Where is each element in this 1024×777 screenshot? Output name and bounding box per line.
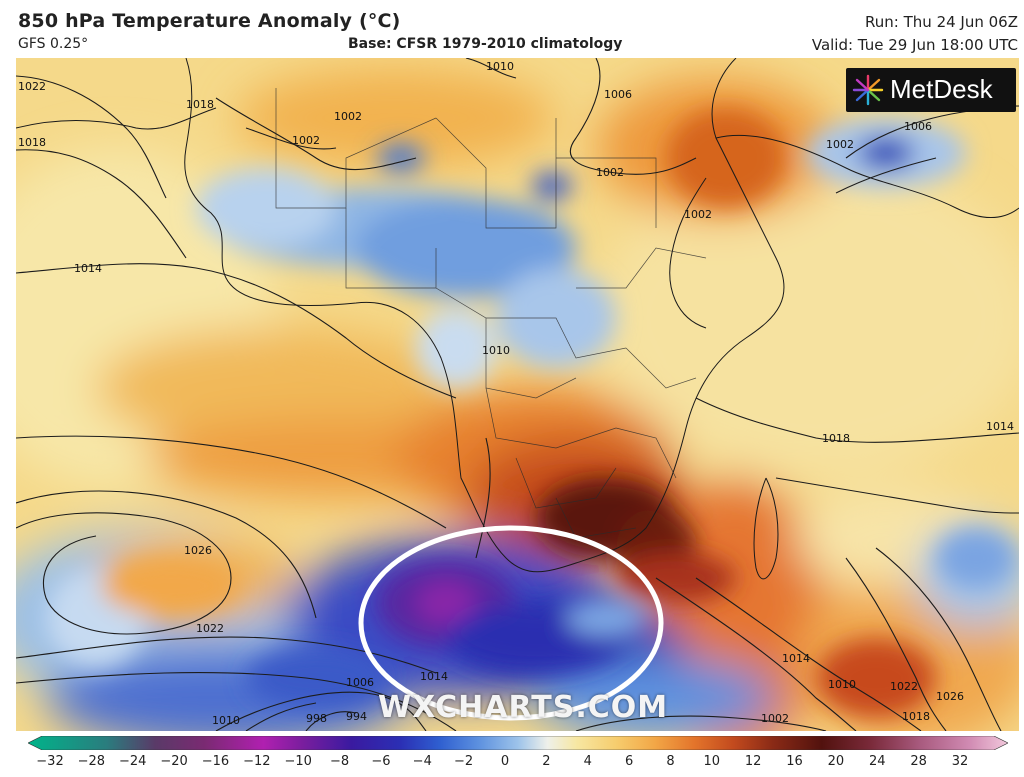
colorbar-tick-label: 6 <box>624 754 634 769</box>
map-canvas: 1022 1018 1010 1006 1002 1002 1018 1002 … <box>16 58 1019 731</box>
isobar-line <box>16 490 317 619</box>
isobar-label: 1002 <box>826 138 854 151</box>
isobar-label: 1026 <box>184 544 212 557</box>
colorbar-tick-label: 0 <box>500 754 510 769</box>
isobar-line <box>575 715 827 731</box>
colorbar-tick-label: 12 <box>744 754 762 769</box>
isobar-line <box>655 577 857 731</box>
model-label: GFS 0.25° <box>18 36 89 52</box>
metdesk-logo: MetDesk <box>846 68 1016 112</box>
isobar-label: 1002 <box>684 208 712 221</box>
isobar-label: 1006 <box>904 120 932 133</box>
colorbar-tick-label: 20 <box>827 754 845 769</box>
isobar-line <box>16 636 437 674</box>
colorbar-tick-label: −6 <box>371 754 391 769</box>
colorbar <box>28 736 1008 750</box>
isobar-line <box>16 75 167 199</box>
wxcharts-watermark: WXCHARTS.COM <box>378 690 669 725</box>
isobar-label: 1006 <box>346 676 374 689</box>
isobar-label: 1022 <box>18 80 46 93</box>
colorbar-tick-label: 28 <box>910 754 927 769</box>
isobar-label: 1006 <box>604 88 632 101</box>
climatology-base-label: Base: CFSR 1979-2010 climatology <box>348 36 623 52</box>
metdesk-starburst-icon <box>852 74 884 106</box>
colorbar-tick-label: −16 <box>201 754 230 769</box>
highlight-ellipse <box>358 525 664 721</box>
isobar-label: 1014 <box>986 420 1014 433</box>
isobar-line <box>475 437 491 559</box>
isobar-label: 1022 <box>890 680 918 693</box>
isobar-label: 1018 <box>822 432 850 445</box>
colorbar-tick-label: 10 <box>703 754 721 769</box>
coastlines <box>16 58 1019 580</box>
isobar-label: 1026 <box>936 690 964 703</box>
isobar-label: 1010 <box>482 344 510 357</box>
isobar-line <box>16 263 457 399</box>
chart-title: 850 hPa Temperature Anomaly (°C) <box>18 10 401 32</box>
colorbar-tick-label: −12 <box>243 754 271 769</box>
isobar-line <box>215 97 417 171</box>
isobar-line <box>845 557 947 731</box>
isobar-label: 1018 <box>18 136 46 149</box>
colorbar-tick-label: 32 <box>951 754 969 769</box>
isobar-label: 1002 <box>761 712 789 725</box>
isobars <box>16 58 1019 731</box>
isobar-line <box>245 702 317 731</box>
isobar-label: 1002 <box>334 110 362 123</box>
isobar-label: 1002 <box>292 134 320 147</box>
isobar-line <box>835 157 937 194</box>
colorbar-tick-label: 8 <box>666 754 675 769</box>
isobar-line <box>695 577 922 731</box>
isobar-line <box>16 512 232 635</box>
isobar-label: 1010 <box>212 714 240 727</box>
metdesk-logo-text: MetDesk <box>890 74 993 104</box>
isobar-label: 994 <box>346 710 367 723</box>
isobar-line <box>695 397 1019 443</box>
isobar-label: 998 <box>306 712 327 725</box>
colorbar-tick-label: 2 <box>542 754 551 769</box>
isobar-label: 1018 <box>902 710 930 723</box>
isobar-line <box>16 149 187 259</box>
isobar-line <box>569 58 697 175</box>
colorbar-tick-label: −32 <box>36 754 64 769</box>
anomaly-map: 1022 1018 1010 1006 1002 1002 1018 1002 … <box>16 58 1019 731</box>
isobar-line <box>215 691 427 731</box>
colorbar-tick-label: 4 <box>583 754 592 769</box>
colorbar-ticks: −32 −28 −24 −20 −16 −12 −10 −8 −6 −4 −2 0 2 4 6 8 10 12 16… <box>0 754 1024 776</box>
isobar-label: 1002 <box>596 166 624 179</box>
isobar-label: 1022 <box>196 622 224 635</box>
colorbar-tick-label: −10 <box>284 754 312 769</box>
isobar-line <box>245 127 337 150</box>
isobar-line <box>875 547 1002 731</box>
isobar-line <box>465 58 517 79</box>
valid-time-label: Valid: Tue 29 Jun 18:00 UTC <box>811 36 1018 54</box>
isobar-line <box>16 435 447 529</box>
colorbar-tick-label: −4 <box>412 754 432 769</box>
colorbar-tick-label: −20 <box>160 754 188 769</box>
isobar-label: 1014 <box>782 652 810 665</box>
isobar-labels: 1022 1018 1010 1006 1002 1002 1018 1002 … <box>18 60 1014 727</box>
chart-header: 850 hPa Temperature Anomaly (°C) GFS 0.2… <box>0 0 1024 58</box>
colorbar-tick-label: −2 <box>454 754 474 769</box>
isobar-line <box>775 477 1019 514</box>
isobar-label: 1010 <box>486 60 514 73</box>
colorbar-tick-label: −24 <box>119 754 147 769</box>
isobar-label: 1018 <box>186 98 214 111</box>
isobar-label: 1010 <box>828 678 856 691</box>
isobar-line <box>305 711 357 731</box>
isobar-label: 1014 <box>420 670 448 683</box>
colorbar-tick-label: −28 <box>77 754 106 769</box>
colorbar-tick-label: 16 <box>786 754 803 769</box>
isobar-line <box>16 672 457 731</box>
colorbar-tick-label: 24 <box>868 754 886 769</box>
run-time-label: Run: Thu 24 Jun 06Z <box>865 13 1018 31</box>
colorbar-tick-label: −8 <box>329 754 350 769</box>
isobar-label: 1014 <box>74 262 102 275</box>
